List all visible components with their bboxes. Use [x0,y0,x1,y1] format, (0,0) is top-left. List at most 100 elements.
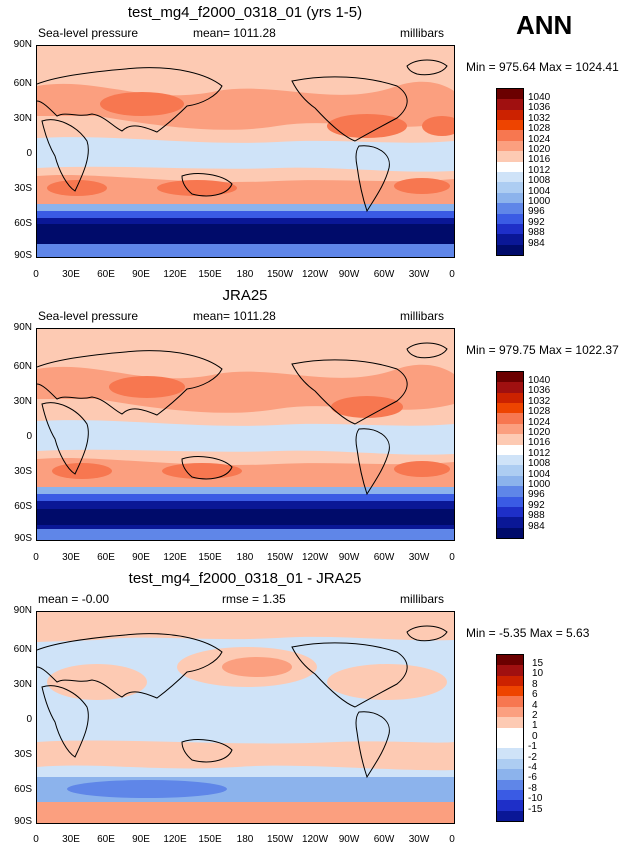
panel3-lon-90w: 90W [338,834,360,845]
panel3-coastlines [37,625,448,779]
panel3-positive-2-core [222,657,292,677]
panel2-cb-box-5 [497,423,523,435]
panel3-arctic-positive [37,612,454,642]
panel1-sh-high-atlantic [394,178,450,194]
panel1-pacific-high [327,114,407,138]
panel3-cb-box-12 [497,779,523,790]
panel1-cb-label-11: 996 [528,206,545,217]
panel3-cb-label-0: 15 [532,658,544,669]
panel2-lon-60e: 60E [97,552,115,563]
panel1-cb-box-9 [497,182,523,193]
panel3-cb-box-6 [497,717,523,728]
panel1-colorbar [496,88,524,256]
panel1-cb-box-10 [497,192,523,204]
panel3-sh-positive [37,740,454,771]
panel3-lon-90e: 90E [132,834,150,845]
panel2-sh-high-indian [52,463,112,479]
panel2-cb-label-7: 1012 [528,448,551,459]
panel1-cb-box-15 [497,244,523,256]
panel1-cb-label-4: 1024 [528,134,551,145]
panel2-cb-label-10: 1000 [528,479,551,490]
panel2-lon-0-left: 0 [33,552,39,563]
panel2-lat-90n: 90N [13,322,32,333]
panel1-cb-label-5: 1020 [528,144,551,155]
panel1-cb-label-2: 1032 [528,113,551,124]
panel3-positive-3 [327,664,447,700]
panel1-cb-label-13: 988 [528,227,545,238]
panel1-coastlines [37,59,448,213]
panel1-atlantic-high [422,116,454,136]
panel3-cb-box-10 [497,758,523,770]
panel1-lon-150e: 150E [198,269,222,280]
panel3-lat-90n: 90N [13,605,32,616]
panel3-lon-0-left: 0 [33,834,39,845]
panel3-map-svg [37,612,454,823]
panel2-cb-box-9 [497,465,523,476]
panel1-cb-box-1 [497,99,523,110]
panel3-cb-box-3 [497,686,523,697]
panel3-cb-box-5 [497,706,523,718]
panel2-cb-label-11: 996 [528,489,545,500]
panel3-cb-label-4: 4 [532,700,538,711]
panel2-cb-label-1: 1036 [528,385,551,396]
panel1-sh-high-indian [47,180,107,196]
panel3-title: test_mg4_f2000_0318_01 - JRA25 [128,570,362,587]
panel3-antarctic-positive [37,802,454,823]
panel3-lon-60w: 60W [373,834,395,845]
panel2-asian-high [109,376,185,398]
panel2-title: JRA25 [222,287,268,304]
panel2-cb-box-13 [497,506,523,518]
panel3-lon-120w: 120W [301,834,329,845]
panel2-lon-60w: 60W [373,552,395,563]
panel1-cb-box-5 [497,140,523,152]
panel2-cb-box-14 [497,517,523,528]
panel3-lon-0-right: 0 [449,834,455,845]
panel1-lon-180: 180 [236,269,254,280]
panel3-cb-box-1 [497,665,523,676]
panel2-sh-subtropical-high [37,457,454,489]
panel2-cb-label-2: 1032 [528,396,551,407]
season-label: ANN [516,10,573,40]
panel3-cb-label-3: 6 [532,689,538,700]
panel2-cb-label-12: 992 [528,500,545,511]
panel3-lon-60e: 60E [97,834,115,845]
panel2-lon-30w: 30W [408,552,430,563]
panel1-cb-box-6 [497,151,523,162]
panel2-sh-high-atlantic [394,461,450,477]
panel1-equatorial-trough [37,137,454,172]
panel1-southern-low-4 [37,224,454,244]
panel1-antarctic [37,244,454,257]
panel2-cb-label-4: 1024 [528,417,551,428]
panel3-colorbar [496,654,524,822]
panel3-lon-30e: 30E [62,834,80,845]
panel2-equatorial-trough [37,420,454,455]
panel2-cb-label-5: 1020 [528,427,551,438]
panel1-minmax: Min = 975.64 Max = 1024.41 [466,60,619,74]
panel1-cb-box-4 [497,130,523,141]
panel1-sh-high-pacific [157,180,237,196]
panel3-left-label: mean = -0.00 [38,592,110,606]
panel3-lon-150e: 150E [198,834,222,845]
panel3-cb-box-15 [497,810,523,822]
panel2-cb-box-6 [497,434,523,445]
panel1-cb-label-10: 1000 [528,196,551,207]
panel1-cb-label-6: 1016 [528,154,551,165]
panel3-cb-box-4 [497,696,523,707]
panel1-lat-0: 0 [26,148,32,159]
panel2-lon-120w: 120W [301,552,329,563]
panel1-lon-120w: 120W [301,269,329,280]
panel3-lat-30s: 30S [14,749,32,760]
panel3-cb-box-11 [497,769,523,780]
panel3-cb-label-8: -1 [528,741,537,752]
panel1-lat-30s: 30S [14,183,32,194]
panel1-cb-label-0: 1040 [528,92,551,103]
panel1-cb-box-3 [497,120,523,131]
panel2-lon-0-right: 0 [449,552,455,563]
panel1-lon-120e: 120E [163,269,187,280]
panel1-map-svg [37,46,454,257]
panel2-lat-60n: 60N [13,361,32,372]
panel3-cb-label-12: -8 [528,783,537,794]
panel3-cb-label-13: -10 [528,793,543,804]
panel2-map [36,328,455,541]
panel2-minmax: Min = 979.75 Max = 1022.37 [466,343,619,357]
